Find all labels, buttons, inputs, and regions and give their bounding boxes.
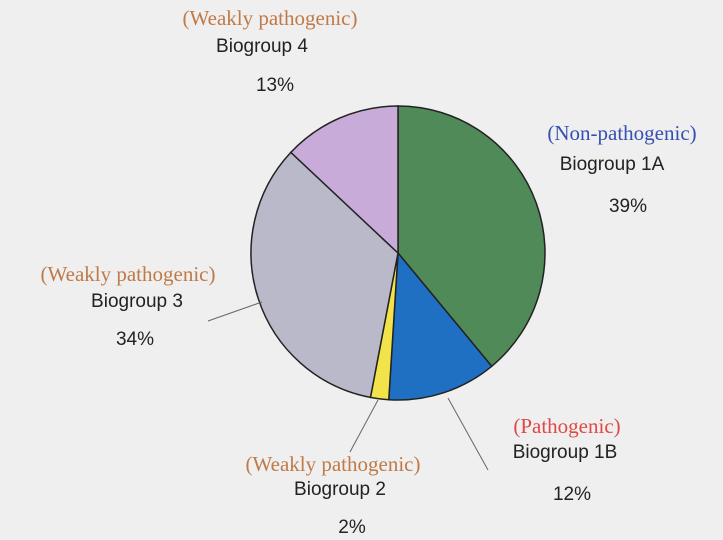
slice-name: Biogroup 4 xyxy=(216,36,308,57)
slice-value-label: 13% xyxy=(256,75,294,96)
slice-annotation: (Pathogenic) xyxy=(513,414,620,438)
slice-annotation: (Weakly pathogenic) xyxy=(41,262,216,286)
slice-name: Biogroup 2 xyxy=(294,479,386,500)
slice-value-label: 2% xyxy=(338,517,366,538)
pie-slice xyxy=(387,251,493,401)
slice-annotation: (Weakly pathogenic) xyxy=(246,452,421,476)
pie-slice xyxy=(250,151,399,399)
slice-value-label: 34% xyxy=(116,329,154,350)
slice-value-label: 39% xyxy=(609,196,647,217)
pie-slice xyxy=(397,105,546,368)
leader-line xyxy=(207,301,263,322)
slice-name: Biogroup 1A xyxy=(560,154,665,175)
leader-line xyxy=(447,397,489,471)
slice-annotation: (Weakly pathogenic) xyxy=(183,6,358,30)
slice-value-label: 12% xyxy=(553,484,591,505)
slice-name: Biogroup 1B xyxy=(513,442,618,463)
leader-line xyxy=(349,399,379,453)
slice-annotation: (Non-pathogenic) xyxy=(547,121,696,145)
slice-name: Biogroup 3 xyxy=(91,291,183,312)
pie xyxy=(250,105,546,401)
pie-slice xyxy=(289,105,399,255)
